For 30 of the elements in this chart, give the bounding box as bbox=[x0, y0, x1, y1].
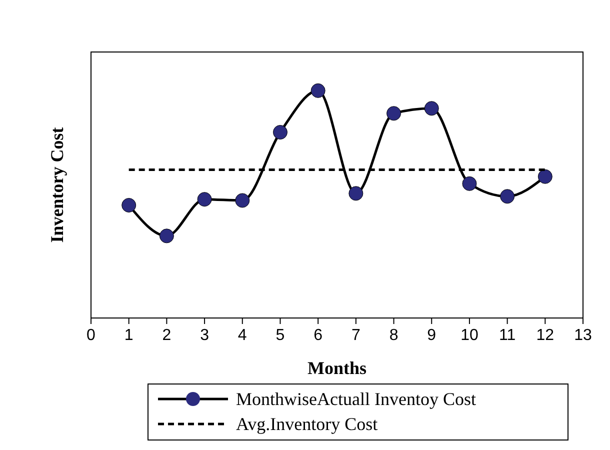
legend-label: MonthwiseActuall Inventoy Cost bbox=[236, 389, 476, 409]
x-tick-label: 3 bbox=[200, 327, 210, 344]
point bbox=[159, 228, 174, 244]
point bbox=[310, 83, 326, 98]
point bbox=[272, 125, 288, 140]
point bbox=[235, 193, 250, 208]
point bbox=[424, 101, 439, 116]
legend-label: Avg.Inventory Cost bbox=[236, 414, 378, 434]
point bbox=[538, 169, 552, 184]
x-tick-label: 7 bbox=[351, 327, 360, 344]
x-tick-label: 5 bbox=[276, 327, 285, 344]
x-tick-label: 0 bbox=[86, 327, 96, 344]
point bbox=[348, 186, 364, 201]
x-tick-label: 8 bbox=[389, 327, 398, 344]
x-axis-title: Months bbox=[307, 358, 367, 378]
x-tick-label: 10 bbox=[460, 327, 478, 344]
x-tick-label: 2 bbox=[162, 327, 172, 344]
x-tick-label: 4 bbox=[238, 327, 247, 344]
x-tick-label: 11 bbox=[499, 327, 516, 344]
x-tick-label: 9 bbox=[427, 327, 436, 344]
y-axis-title: Inventory Cost bbox=[47, 127, 67, 243]
x-tick-label: 13 bbox=[574, 327, 592, 344]
x-tick-label: 1 bbox=[124, 327, 134, 344]
x-tick-label: 12 bbox=[536, 327, 554, 344]
point bbox=[386, 106, 402, 121]
x-tick-label: 6 bbox=[314, 327, 323, 344]
point bbox=[462, 176, 477, 191]
point bbox=[122, 198, 136, 212]
point bbox=[197, 192, 212, 207]
point bbox=[500, 189, 515, 204]
